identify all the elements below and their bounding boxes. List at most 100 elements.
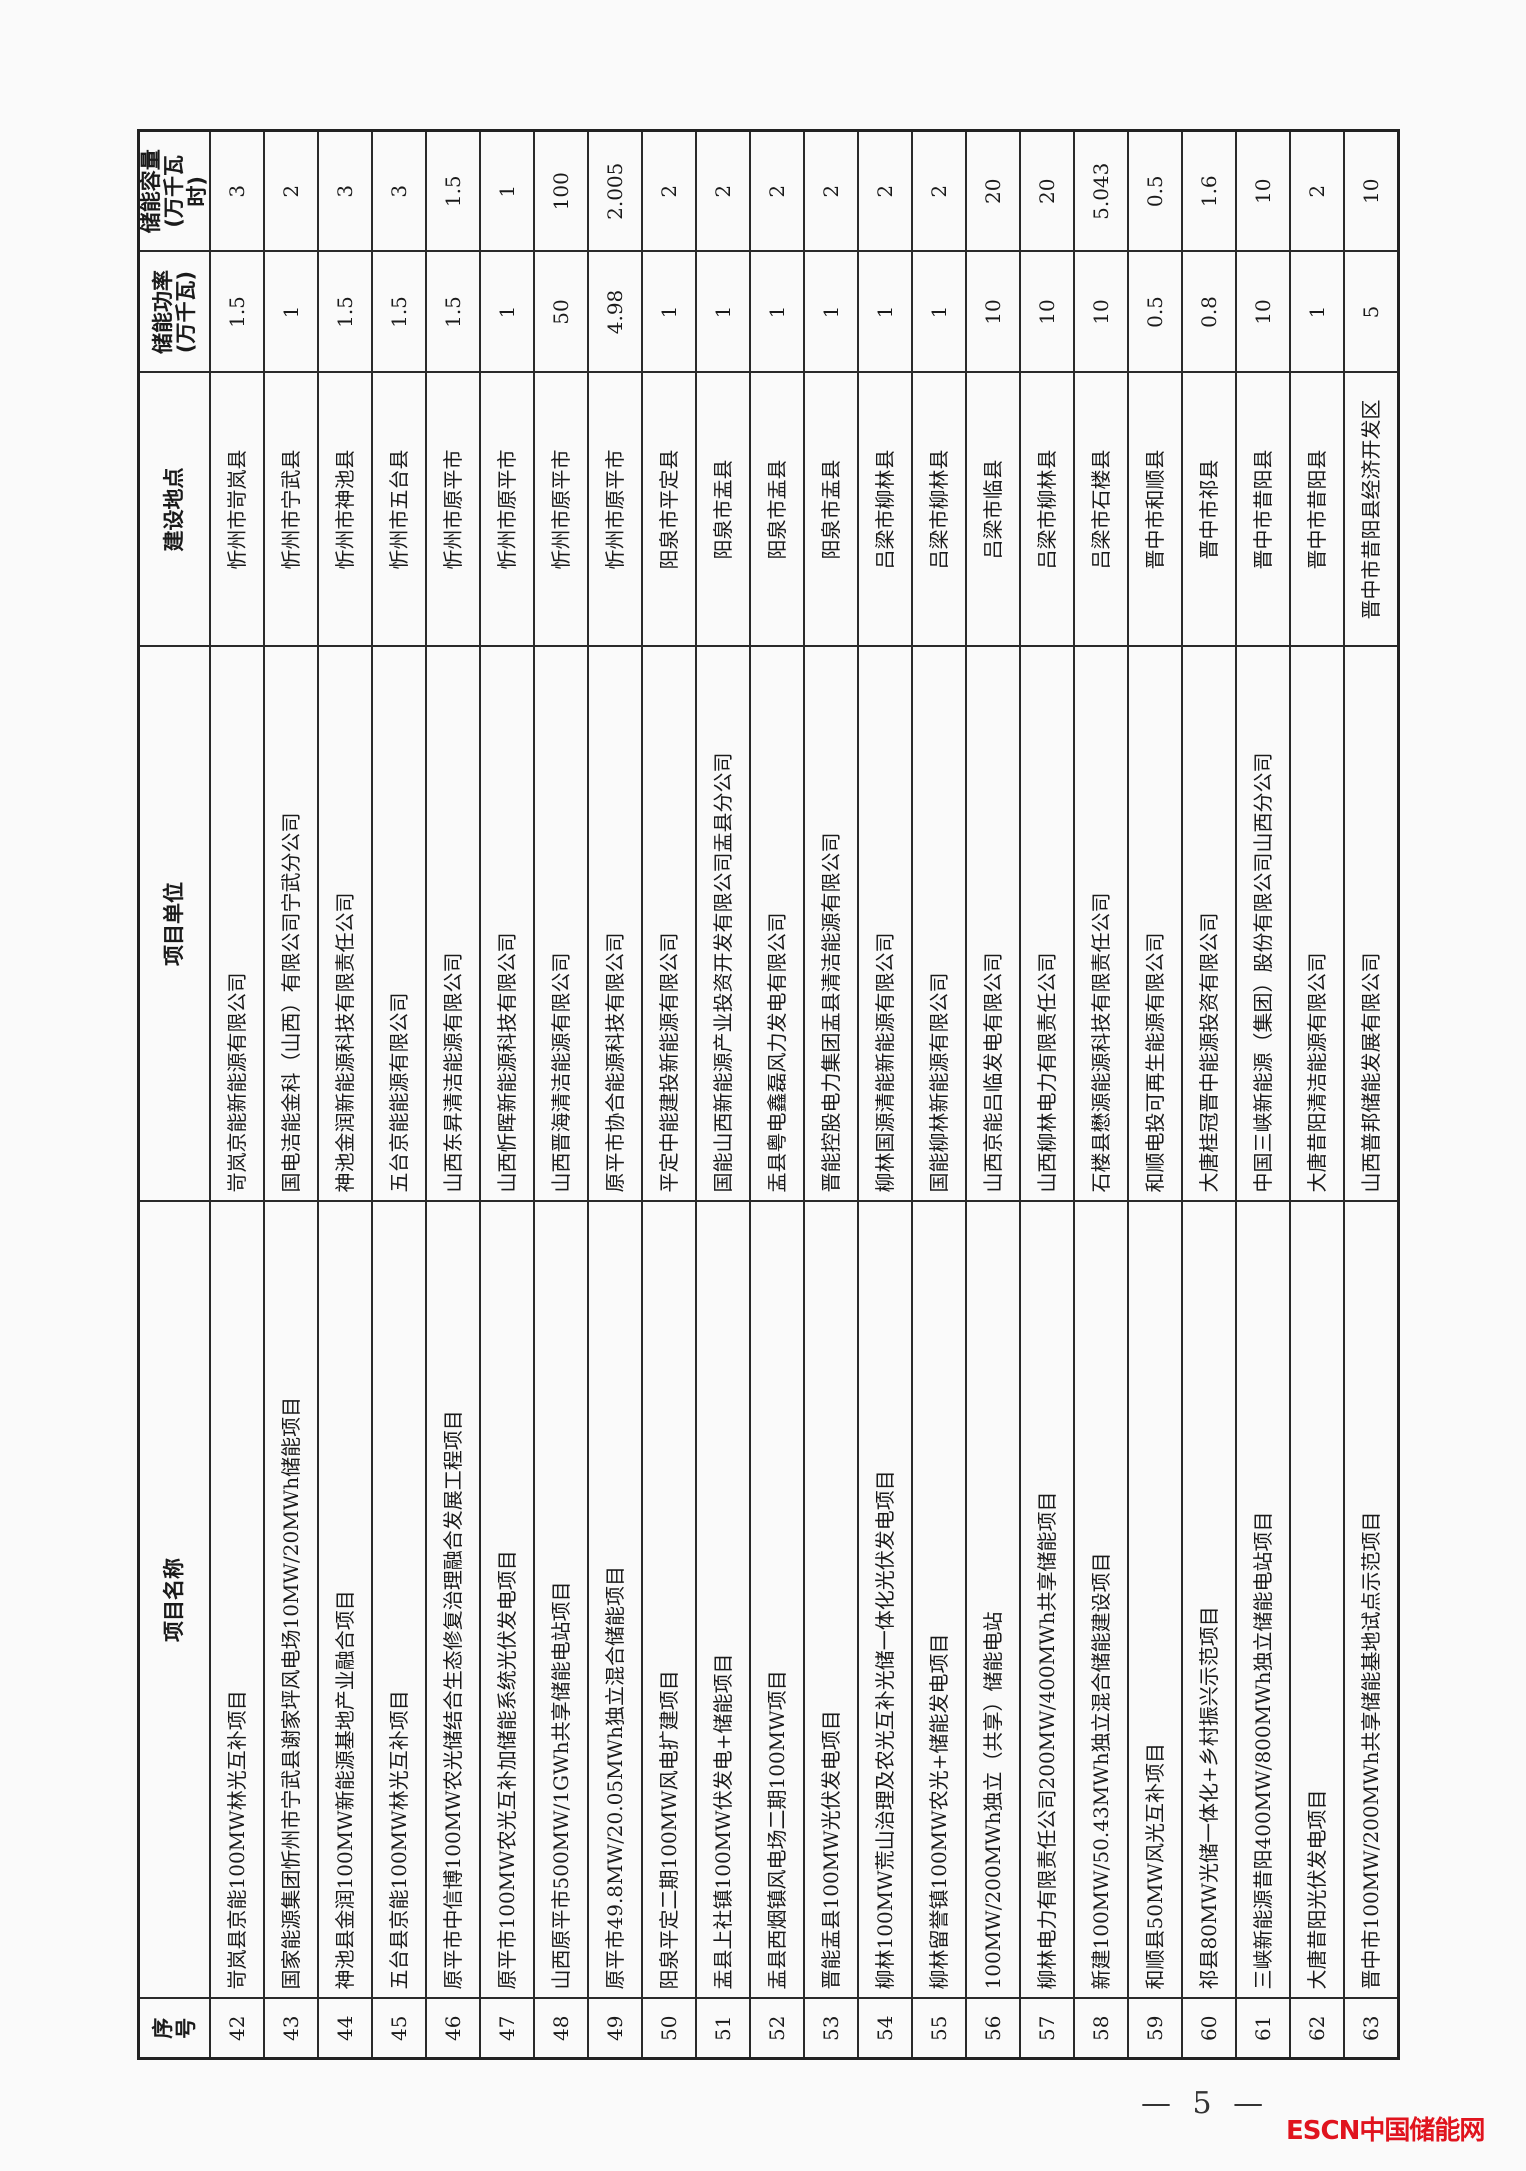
cell-capacity: 2: [264, 130, 319, 252]
cell-location: 阳泉市盂县: [750, 372, 805, 647]
cell-power: 1: [858, 251, 913, 373]
table-row: 49 原平市49.8MW/20.05MWh独立混合储能项目 原平市协合能源科技有限公…: [588, 130, 643, 2059]
cell-project-name: 大唐昔阳光伏发电项目: [1290, 1201, 1345, 1999]
cell-seq: 49: [588, 1998, 643, 2059]
cell-project-unit: 山西京能吕临发电有限公司: [966, 646, 1021, 1202]
cell-project-name: 神池县金润100MW新能源基地产业融合项目: [318, 1201, 373, 1999]
cell-power: 4.98: [588, 251, 643, 373]
cell-power: 1: [1290, 251, 1345, 373]
cell-capacity: 2: [858, 130, 913, 252]
table-row: 56 100MW/200MWh独立（共享）储能电站 山西京能吕临发电有限公司 吕梁市临…: [966, 130, 1021, 2059]
cell-project-name: 新建100MW/50.43MWh独立混合储能建设项目: [1074, 1201, 1129, 1999]
table-row: 45 五台县京能100MW林光互补项目 五台京能能源有限公司 忻州市五台县 1.5 3: [372, 130, 427, 2059]
cell-project-name: 五台县京能100MW林光互补项目: [372, 1201, 427, 1999]
cell-location: 吕梁市临县: [966, 372, 1021, 647]
cell-project-unit: 大唐昔阳清洁能源有限公司: [1290, 646, 1345, 1202]
cell-project-unit: 盂县粤电鑫磊风力发电有限公司: [750, 646, 805, 1202]
cell-seq: 54: [858, 1998, 913, 2059]
cell-project-name: 和顺县50MW风光互补项目: [1128, 1201, 1183, 1999]
cell-power: 10: [1074, 251, 1129, 373]
cell-project-unit: 和顺电投可再生能源有限公司: [1128, 646, 1183, 1202]
cell-seq: 44: [318, 1998, 373, 2059]
cell-seq: 53: [804, 1998, 859, 2059]
cell-power: 1: [480, 251, 535, 373]
cell-project-unit: 原平市协合能源科技有限公司: [588, 646, 643, 1202]
cell-location: 晋中市祁县: [1182, 372, 1237, 647]
table-row: 50 阳泉平定二期100MW风电扩建项目 平定中能建投新能源有限公司 阳泉市平定县 1 2: [642, 130, 697, 2059]
table-row: 42 岢岚县京能100MW林光互补项目 岢岚京能新能源有限公司 忻州市岢岚县 1.5 3: [210, 130, 265, 2059]
cell-seq: 58: [1074, 1998, 1129, 2059]
cell-capacity: 2: [912, 130, 967, 252]
cell-location: 晋中市昔阳县经济开发区: [1344, 372, 1399, 647]
table-row: 52 盂县西烟镇风电场二期100MW项目 盂县粤电鑫磊风力发电有限公司 阳泉市盂县 1 2: [750, 130, 805, 2059]
cell-power: 1.5: [318, 251, 373, 373]
cell-power: 1: [642, 251, 697, 373]
cell-project-unit: 石楼县懋源能源科技有限责任公司: [1074, 646, 1129, 1202]
cell-project-unit: 山西晋海清洁能源有限公司: [534, 646, 589, 1202]
cell-capacity: 2: [1290, 130, 1345, 252]
cell-location: 吕梁市柳林县: [1020, 372, 1075, 647]
cell-project-unit: 岢岚京能新能源有限公司: [210, 646, 265, 1202]
cell-seq: 45: [372, 1998, 427, 2059]
page-number: — 5 —: [1141, 2086, 1270, 2121]
cell-location: 阳泉市盂县: [696, 372, 751, 647]
cell-project-unit: 柳林国源清能新能源有限公司: [858, 646, 913, 1202]
cell-capacity: 1: [480, 130, 535, 252]
cell-capacity: 3: [318, 130, 373, 252]
table-header-row: 序号 项目名称 项目单位 建设地点 储能功率 (万千瓦) 储能容量 (万千瓦时): [138, 130, 211, 2059]
table-body: 42 岢岚县京能100MW林光互补项目 岢岚京能新能源有限公司 忻州市岢岚县 1.5 3 4…: [210, 130, 1399, 2059]
table-row: 60 祁县80MW光储一体化+乡村振兴示范项目 大唐桂冠晋中能源投资有限公司 晋中市祁…: [1182, 130, 1237, 2059]
cell-seq: 60: [1182, 1998, 1237, 2059]
cell-capacity: 20: [966, 130, 1021, 252]
cell-project-name: 晋中市100MW/200MWh共享储能基地试点示范项目: [1344, 1201, 1399, 1999]
cell-project-unit: 平定中能建投新能源有限公司: [642, 646, 697, 1202]
cell-location: 忻州市五台县: [372, 372, 427, 647]
cell-power: 1: [912, 251, 967, 373]
cell-seq: 57: [1020, 1998, 1075, 2059]
cell-project-name: 盂县西烟镇风电场二期100MW项目: [750, 1201, 805, 1999]
cell-power: 1.5: [210, 251, 265, 373]
escn-logo: ESCN中国储能网: [1286, 2116, 1485, 2146]
table-row: 54 柳林100MW荒山治理及农光互补光储一体化光伏发电项目 柳林国源清能新能源有限…: [858, 130, 913, 2059]
cell-project-name: 阳泉平定二期100MW风电扩建项目: [642, 1201, 697, 1999]
cell-power: 5: [1344, 251, 1399, 373]
project-table-rotated: 序号 项目名称 项目单位 建设地点 储能功率 (万千瓦) 储能容量 (万千瓦时)…: [137, 129, 1401, 2060]
cell-seq: 63: [1344, 1998, 1399, 2059]
cell-seq: 46: [426, 1998, 481, 2059]
cell-location: 忻州市岢岚县: [210, 372, 265, 647]
table-row: 63 晋中市100MW/200MWh共享储能基地试点示范项目 山西普邦储能发展有限公…: [1344, 130, 1399, 2059]
cell-project-name: 100MW/200MWh独立（共享）储能电站: [966, 1201, 1021, 1999]
cell-project-name: 三峡新能源昔阳400MW/800MWh独立储能电站项目: [1236, 1201, 1291, 1999]
cell-location: 阳泉市平定县: [642, 372, 697, 647]
table-row: 43 国家能源集团忻州市宁武县谢家坪风电场10MW/20MWh储能项目 国电洁能金科…: [264, 130, 319, 2059]
cell-seq: 51: [696, 1998, 751, 2059]
cell-location: 阳泉市盂县: [804, 372, 859, 647]
header-location: 建设地点: [138, 372, 211, 647]
cell-capacity: 1.6: [1182, 130, 1237, 252]
cell-power: 0.5: [1128, 251, 1183, 373]
cell-project-unit: 神池金润新能源科技有限责任公司: [318, 646, 373, 1202]
cell-project-name: 柳林留誉镇100MW农光+储能发电项目: [912, 1201, 967, 1999]
cell-power: 1: [264, 251, 319, 373]
cell-project-unit: 中国三峡新能源（集团）股份有限公司山西分公司: [1236, 646, 1291, 1202]
cell-power: 1: [750, 251, 805, 373]
table-row: 53 晋能盂县100MW光伏发电项目 晋能控股电力集团盂县清洁能源有限公司 阳泉市盂县…: [804, 130, 859, 2059]
cell-project-name: 山西原平市500MW/1GWh共享储能电站项目: [534, 1201, 589, 1999]
cell-power: 1: [696, 251, 751, 373]
header-power-unit: (万千瓦): [173, 270, 198, 354]
cell-location: 吕梁市石楼县: [1074, 372, 1129, 647]
cell-power: 1.5: [426, 251, 481, 373]
header-capacity-title: 储能容量: [139, 149, 163, 234]
cell-project-unit: 山西柳林电力有限责任公司: [1020, 646, 1075, 1202]
cell-seq: 62: [1290, 1998, 1345, 2059]
cell-seq: 55: [912, 1998, 967, 2059]
cell-project-unit: 国能山西新能源产业投资开发有限公司盂县分公司: [696, 646, 751, 1202]
cell-seq: 59: [1128, 1998, 1183, 2059]
project-table: 序号 项目名称 项目单位 建设地点 储能功率 (万千瓦) 储能容量 (万千瓦时)…: [137, 129, 1401, 2060]
cell-power: 0.8: [1182, 251, 1237, 373]
header-power: 储能功率 (万千瓦): [138, 251, 211, 373]
table-row: 61 三峡新能源昔阳400MW/800MWh独立储能电站项目 中国三峡新能源（集团）…: [1236, 130, 1291, 2059]
cell-capacity: 100: [534, 130, 589, 252]
cell-power: 1: [804, 251, 859, 373]
cell-project-name: 柳林100MW荒山治理及农光互补光储一体化光伏发电项目: [858, 1201, 913, 1999]
